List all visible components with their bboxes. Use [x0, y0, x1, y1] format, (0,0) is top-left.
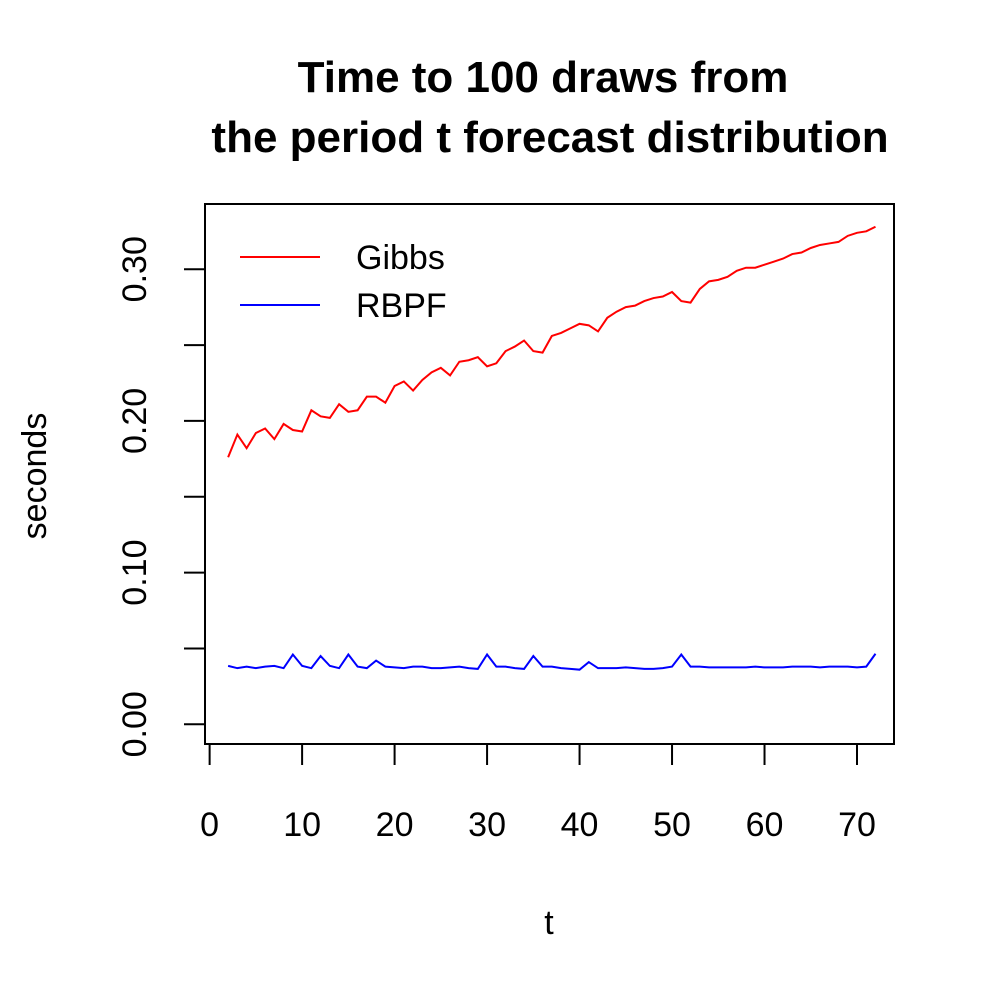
series-layer: [227, 225, 877, 671]
x-tick-label: 20: [376, 806, 414, 844]
y-axis: 0.00 0.10 0.20 0.30: [116, 236, 206, 757]
y-tick-label: 0.00: [116, 691, 154, 757]
x-tick-label: 10: [283, 806, 321, 844]
x-tick-label: 40: [561, 806, 599, 844]
series-line-gibbs: [227, 225, 876, 458]
plot-frame: [204, 203, 895, 745]
x-tick-label: 30: [468, 806, 506, 844]
x-tick-label: 70: [838, 806, 876, 844]
chart-title-line-2: the period t forecast distribution: [211, 113, 888, 162]
x-tick-label: 50: [653, 806, 691, 844]
chart-title-line-1: Time to 100 draws from: [298, 53, 789, 102]
x-axis-label: t: [544, 904, 554, 942]
x-axis: 0 10 20 30 40 50 60 70: [200, 743, 876, 844]
y-tick-label: 0.20: [116, 388, 154, 454]
y-axis-label: seconds: [16, 413, 54, 540]
series-line-rbpf: [227, 652, 877, 671]
legend: Gibbs RBPF: [240, 239, 447, 325]
y-tick-label: 0.30: [116, 236, 154, 302]
y-tick-label: 0.10: [116, 540, 154, 606]
legend-label-rbpf: RBPF: [356, 287, 447, 325]
x-tick-label: 0: [200, 806, 219, 844]
legend-label-gibbs: Gibbs: [356, 239, 445, 277]
x-tick-label: 60: [746, 806, 784, 844]
